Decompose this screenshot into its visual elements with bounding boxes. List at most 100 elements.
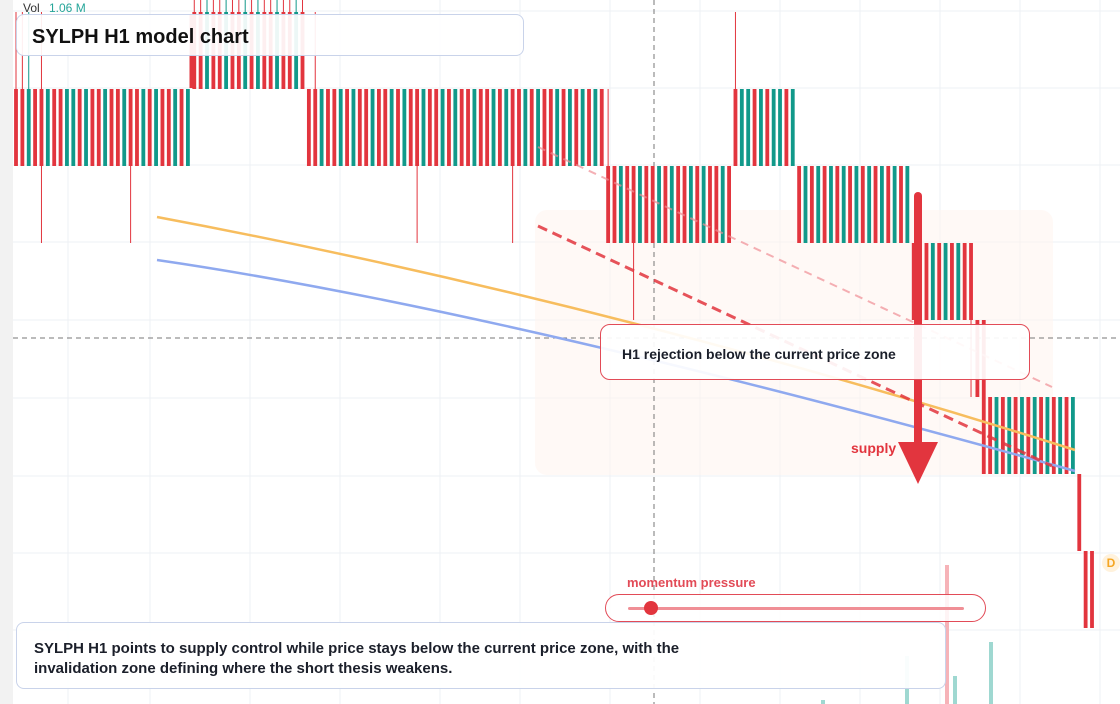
candle-body bbox=[96, 89, 101, 166]
candle-119 bbox=[771, 89, 776, 166]
candle-body bbox=[472, 89, 477, 166]
candle-body bbox=[109, 89, 114, 166]
candle-body bbox=[427, 89, 432, 166]
volume-bar-2 bbox=[953, 676, 957, 704]
candle-body bbox=[956, 243, 961, 320]
momentum-gauge[interactable] bbox=[605, 594, 986, 622]
candle-147 bbox=[950, 243, 954, 320]
candle-body bbox=[969, 243, 973, 320]
candle-17 bbox=[122, 89, 127, 166]
candle-body bbox=[650, 166, 655, 243]
candle-72 bbox=[472, 89, 477, 166]
candle-7 bbox=[58, 89, 63, 166]
candle-55 bbox=[364, 89, 369, 166]
candle-61 bbox=[402, 89, 407, 166]
summary-text: SYLPH H1 points to supply control while … bbox=[34, 640, 680, 677]
candle-body bbox=[618, 166, 623, 243]
candle-body bbox=[708, 166, 712, 243]
candle-body bbox=[517, 89, 521, 166]
momentum-track bbox=[628, 607, 964, 610]
candle-67 bbox=[440, 89, 445, 166]
candle-108 bbox=[701, 166, 706, 243]
candle-body bbox=[739, 89, 744, 166]
volume-value: 1.06 M bbox=[49, 1, 86, 15]
candle-98 bbox=[638, 166, 642, 243]
candle-115 bbox=[746, 89, 751, 166]
candle-46 bbox=[306, 89, 311, 166]
candle-87 bbox=[568, 89, 572, 166]
candle-body bbox=[122, 89, 127, 166]
candle-123 bbox=[797, 166, 802, 243]
candle-body bbox=[306, 89, 311, 166]
candle-154 bbox=[994, 397, 999, 474]
candle-body bbox=[542, 89, 547, 166]
candle-body bbox=[841, 166, 846, 243]
candle-body bbox=[867, 166, 872, 243]
candle-80 bbox=[523, 89, 528, 166]
trend-line-lower bbox=[537, 224, 1053, 468]
candle-body bbox=[962, 243, 967, 320]
candle-body bbox=[1000, 397, 1005, 474]
candle-8 bbox=[65, 89, 69, 166]
candle-113 bbox=[733, 12, 738, 166]
callout-box: H1 rejection below the current price zon… bbox=[600, 324, 1030, 380]
ma-fast-line bbox=[156, 215, 1076, 452]
candle-111 bbox=[720, 166, 725, 243]
candle-body bbox=[784, 89, 789, 166]
candle-169 bbox=[1090, 551, 1094, 628]
candle-118 bbox=[765, 89, 770, 166]
candle-78 bbox=[510, 89, 515, 243]
left-strip bbox=[0, 0, 13, 704]
candle-89 bbox=[580, 89, 585, 166]
candle-92 bbox=[599, 89, 604, 166]
candle-body bbox=[943, 243, 948, 320]
candle-body bbox=[1064, 397, 1069, 474]
candle-body bbox=[185, 89, 190, 166]
candle-body bbox=[1090, 551, 1094, 628]
candle-25 bbox=[173, 89, 178, 166]
d-badge-icon[interactable]: D bbox=[1102, 554, 1120, 572]
candle-95 bbox=[618, 166, 623, 243]
candle-body bbox=[803, 166, 808, 243]
candle-body bbox=[128, 89, 133, 166]
candle-53 bbox=[351, 89, 356, 166]
candle-20 bbox=[141, 89, 146, 166]
candle-body bbox=[154, 89, 158, 166]
candle-body bbox=[899, 166, 903, 243]
candle-105 bbox=[682, 166, 687, 243]
candle-body bbox=[504, 89, 509, 166]
candle-body bbox=[345, 89, 349, 166]
candle-114 bbox=[739, 89, 744, 166]
candle-body bbox=[1058, 397, 1063, 474]
momentum-knob[interactable] bbox=[644, 601, 658, 615]
candle-body bbox=[485, 89, 490, 166]
candle-body bbox=[829, 166, 833, 243]
candle-body bbox=[357, 89, 362, 166]
candle-body bbox=[669, 166, 674, 243]
candle-body bbox=[478, 89, 483, 166]
candle-body bbox=[778, 89, 782, 166]
candle-body bbox=[459, 89, 464, 166]
candle-body bbox=[822, 166, 827, 243]
candle-109 bbox=[708, 166, 712, 243]
candle-54 bbox=[357, 89, 362, 166]
candle-68 bbox=[447, 89, 451, 166]
candle-body bbox=[491, 89, 496, 166]
candle-body bbox=[421, 89, 426, 166]
volume-bar-0 bbox=[821, 700, 825, 704]
candle-body bbox=[727, 166, 731, 243]
candle-165 bbox=[1064, 397, 1069, 474]
candle-128 bbox=[829, 166, 833, 243]
candle-66 bbox=[434, 89, 439, 166]
candle-73 bbox=[478, 89, 483, 166]
candle-body bbox=[377, 89, 381, 166]
candle-127 bbox=[822, 166, 827, 243]
candle-137 bbox=[886, 166, 891, 243]
callout-text: H1 rejection below the current price zon… bbox=[622, 346, 896, 362]
candle-body bbox=[937, 243, 942, 320]
ma-slow-line bbox=[156, 258, 1076, 473]
candle-body bbox=[663, 166, 668, 243]
candle-body bbox=[574, 89, 579, 166]
candle-76 bbox=[497, 89, 502, 166]
candle-5 bbox=[45, 89, 50, 166]
